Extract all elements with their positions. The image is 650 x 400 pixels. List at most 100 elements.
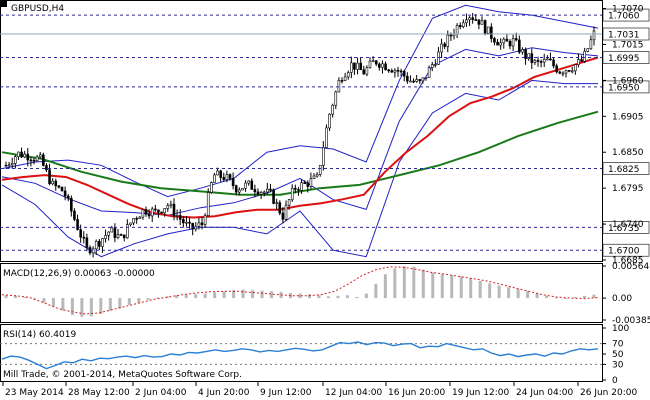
macd-bar <box>497 285 501 299</box>
candle-body-up <box>421 77 425 82</box>
candle-body-up <box>203 215 207 225</box>
level-label: 1.6735 <box>608 224 640 234</box>
candle-body-up <box>499 42 502 46</box>
candle-body-down <box>418 79 422 82</box>
candle-body-up <box>486 26 490 34</box>
candle-body-up <box>315 174 319 177</box>
candle-body-up <box>409 80 412 83</box>
macd-bar <box>450 275 454 299</box>
macd-bar <box>469 278 473 299</box>
candle-body-up <box>185 221 188 224</box>
price-y-label: 1.6960 <box>612 76 644 86</box>
macd-bar <box>393 268 397 299</box>
candle-body-down <box>228 174 232 179</box>
symbol-marker-icon <box>1 1 7 7</box>
macd-histogram <box>4 266 596 317</box>
candle-body-up <box>502 38 506 44</box>
candle-body-up <box>546 58 549 61</box>
candle-body-up <box>210 182 213 193</box>
candle-body-down <box>154 208 157 211</box>
macd-bar <box>108 298 112 311</box>
candle-body-up <box>334 91 338 106</box>
macd-bar <box>592 294 596 299</box>
price-y-label: 1.6905 <box>612 112 644 122</box>
macd-title: MACD(12,26,9) 0.00063 -0.00000 <box>3 269 155 279</box>
macd-bar <box>488 283 492 299</box>
macd-bar <box>99 298 103 315</box>
rsi-y-label: 30 <box>612 360 624 370</box>
candle-body-up <box>194 226 198 230</box>
candle-body-up <box>440 43 443 53</box>
rsi-title: RSI(14) 60.4019 <box>3 330 76 340</box>
macd-bar <box>42 298 46 303</box>
candle-body-down <box>340 80 344 82</box>
candle-body-down <box>178 215 182 220</box>
candle-body-down <box>144 209 148 215</box>
candle-body-up <box>533 59 537 63</box>
candle-body-down <box>297 189 300 191</box>
candle-body-up <box>393 69 397 73</box>
bollinger-bands <box>1 4 599 258</box>
price-y-label: 1.7070 <box>612 5 644 15</box>
candle-body-down <box>474 19 478 21</box>
candle-body-up <box>586 48 590 52</box>
candle-body-down <box>272 189 275 204</box>
macd-bar <box>118 298 122 309</box>
macd-bar <box>184 294 188 299</box>
macd-bar <box>507 287 511 299</box>
candle-body-down <box>518 39 521 53</box>
macd-bar <box>70 298 74 316</box>
candle-body-down <box>402 71 406 77</box>
rsi-panel-frame <box>0 324 603 382</box>
candle-body-down <box>256 191 260 195</box>
candle-body-down <box>399 70 403 73</box>
candle-body-down <box>231 178 235 186</box>
price-y-label: 1.6740 <box>612 220 644 230</box>
candle-body-down <box>278 202 282 214</box>
macd-bar <box>526 291 530 299</box>
candle-body-up <box>430 64 434 68</box>
time-axis-label: 16 Jun 20:00 <box>388 388 445 398</box>
price-y-axis: 1.7070 1.7015 1.6960 1.6905 1.6850 1.6795 1.67… <box>602 5 644 266</box>
candle-body-down <box>549 58 552 61</box>
candle-body-up <box>94 240 98 250</box>
ma-green-line <box>1 110 599 196</box>
candle-body-up <box>287 199 291 206</box>
candle-body-down <box>558 71 562 74</box>
candle-body-up <box>206 192 210 216</box>
macd-bar <box>516 288 520 299</box>
time-axis-label: 12 Jun 04:00 <box>325 388 382 398</box>
macd-bar <box>573 296 577 299</box>
candle-body-up <box>141 209 145 218</box>
candle-body-up <box>312 175 316 179</box>
candle-body-up <box>126 224 129 239</box>
macd-bar <box>203 293 207 299</box>
candle-body-up <box>356 62 359 70</box>
price-panel: 1.70601.69951.69501.68251.67351.67001.70… <box>0 0 650 266</box>
current-price-box <box>602 27 650 41</box>
candle-body-up <box>371 60 375 63</box>
candle-body-down <box>353 62 356 70</box>
candle-body-down <box>514 38 518 41</box>
candle-body-up <box>574 64 577 72</box>
macd-bar <box>146 298 150 300</box>
macd-bar <box>222 291 226 299</box>
candle-body-up <box>238 189 241 193</box>
candle-body-up <box>23 153 26 158</box>
candle-body-down <box>269 188 272 191</box>
candle-body-down <box>157 209 160 213</box>
macd-bar <box>326 296 330 299</box>
macd-bar <box>89 298 93 317</box>
macd-signal-polyline <box>1 266 599 315</box>
candle-body-up <box>241 187 244 191</box>
candle-body-up <box>14 156 17 164</box>
candle-body-down <box>458 25 462 27</box>
candle-body-up <box>275 202 278 204</box>
candle-body-down <box>580 59 583 62</box>
candle-body-up <box>446 34 450 47</box>
candle-body-down <box>281 212 285 220</box>
candle-body-up <box>542 58 546 63</box>
rsi-levels <box>0 343 602 365</box>
